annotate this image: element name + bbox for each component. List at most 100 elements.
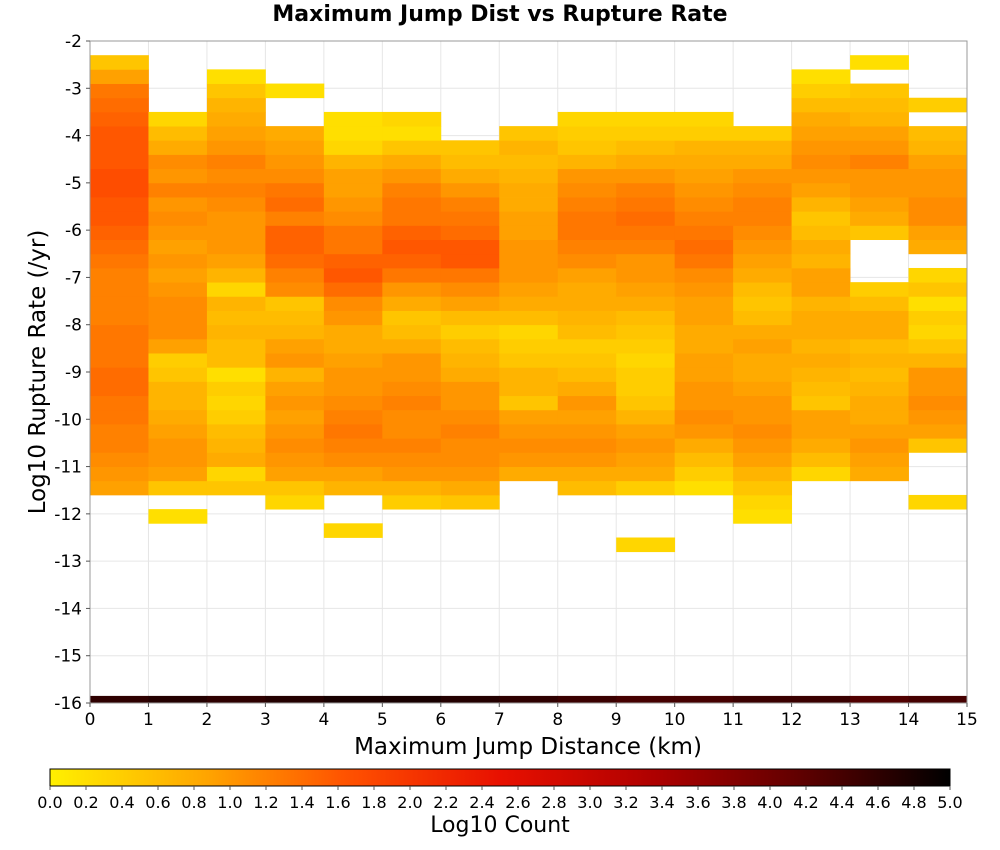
heatmap-cell xyxy=(674,168,734,184)
heatmap-cell xyxy=(323,267,383,283)
heatmap-cell xyxy=(148,154,208,170)
heatmap-cell xyxy=(908,97,968,113)
heatmap-cell xyxy=(382,225,442,240)
heatmap-cell xyxy=(557,267,617,283)
heatmap-cell xyxy=(90,69,149,84)
heatmap-cell xyxy=(908,424,968,439)
heatmap-cell xyxy=(440,409,500,425)
colorbar-tick-label: 1.0 xyxy=(217,793,242,812)
heatmap-cells xyxy=(90,55,968,553)
heatmap-cell xyxy=(148,310,208,326)
heatmap-cell xyxy=(908,168,968,184)
heatmap-cell xyxy=(440,310,500,326)
colorbar-tick-label: 4.0 xyxy=(757,793,782,812)
heatmap-cell xyxy=(148,452,208,467)
heatmap-cell xyxy=(265,296,325,311)
heatmap-cell xyxy=(499,452,559,467)
heatmap-cell xyxy=(206,154,266,170)
heatmap-cell xyxy=(733,494,792,510)
colorbar-tick-label: 1.2 xyxy=(253,793,278,812)
heatmap-cell xyxy=(674,381,734,397)
heatmap-cell xyxy=(733,381,792,397)
heatmap-cell xyxy=(440,466,500,482)
heatmap-cell xyxy=(90,466,149,482)
heatmap-cell xyxy=(323,424,383,439)
heatmap-cell xyxy=(557,168,617,184)
heatmap-cell xyxy=(206,438,266,453)
heatmap-cell xyxy=(791,253,851,269)
heatmap-cell xyxy=(206,69,266,84)
heatmap-cell xyxy=(791,154,851,170)
heatmap-cell xyxy=(206,111,266,127)
heatmap-cell xyxy=(499,267,559,283)
heatmap-cell xyxy=(206,126,266,141)
heatmap-cell xyxy=(148,197,208,212)
heatmap-cell xyxy=(850,381,909,397)
heatmap-cell xyxy=(733,239,792,255)
heatmap-cell xyxy=(499,197,559,212)
heatmap-cell xyxy=(206,395,266,411)
heatmap-cell xyxy=(499,395,559,411)
heatmap-cell xyxy=(440,253,500,269)
heatmap-cell xyxy=(674,140,734,155)
heatmap-cell xyxy=(90,353,149,368)
heatmap-cell xyxy=(323,140,383,155)
y-tick-label: -14 xyxy=(54,599,82,619)
heatmap-cell xyxy=(148,225,208,240)
heatmap-cell xyxy=(733,253,792,269)
heatmap-cell xyxy=(148,438,208,453)
heatmap-cell xyxy=(616,466,676,482)
heatmap-cell xyxy=(674,480,734,496)
heatmap-cell xyxy=(557,282,617,297)
heatmap-cell xyxy=(674,239,734,255)
heatmap-cell xyxy=(440,282,500,297)
heatmap-cell xyxy=(265,466,325,482)
heatmap-cell xyxy=(850,409,909,425)
heatmap-cell xyxy=(206,480,266,496)
bottom-band-cell xyxy=(90,695,149,703)
colorbar-tick-label: 5.0 xyxy=(937,793,962,812)
heatmap-cell xyxy=(791,69,851,84)
x-tick-label: 14 xyxy=(898,710,920,730)
heatmap-cell xyxy=(382,452,442,467)
x-tick-label: 12 xyxy=(781,710,803,730)
heatmap-cell xyxy=(791,353,851,368)
heatmap-cell xyxy=(265,324,325,340)
heatmap-cell xyxy=(323,126,383,141)
heatmap-cell xyxy=(440,381,500,397)
heatmap-cell xyxy=(323,197,383,212)
heatmap-cell xyxy=(148,381,208,397)
heatmap-cell xyxy=(499,310,559,326)
x-axis-ticks: 0 1 2 3 4 5 6 7 8 9 10 11 12 13 14 15 xyxy=(85,703,978,730)
heatmap-cell xyxy=(557,126,617,141)
x-tick-label: 0 xyxy=(85,710,96,730)
heatmap-cell xyxy=(616,197,676,212)
heatmap-cell xyxy=(791,168,851,184)
heatmap-cell xyxy=(557,480,617,496)
heatmap-cell xyxy=(382,267,442,283)
heatmap-cell xyxy=(616,296,676,311)
heatmap-cell xyxy=(908,296,968,311)
heatmap-cell xyxy=(674,324,734,340)
heatmap-cell xyxy=(206,182,266,198)
heatmap-cell xyxy=(674,225,734,240)
heatmap-cell xyxy=(148,480,208,496)
heatmap-cell xyxy=(733,424,792,439)
heatmap-cell xyxy=(733,154,792,170)
heatmap-cell xyxy=(382,424,442,439)
heatmap-cell xyxy=(850,395,909,411)
heatmap-cell xyxy=(148,211,208,226)
heatmap-cell xyxy=(908,381,968,397)
heatmap-cell xyxy=(382,111,442,127)
heatmap-cell xyxy=(557,381,617,397)
heatmap-cell xyxy=(674,395,734,411)
heatmap-cell xyxy=(674,296,734,311)
y-tick-label: -4 xyxy=(65,127,82,147)
colorbar-tick-label: 0.0 xyxy=(37,793,62,812)
heatmap-cell xyxy=(557,424,617,439)
colorbar-tick-label: 3.2 xyxy=(613,793,638,812)
heatmap-cell xyxy=(908,282,968,297)
x-tick-label: 10 xyxy=(664,710,686,730)
heatmap-cell xyxy=(206,381,266,397)
heatmap-cell xyxy=(90,381,149,397)
